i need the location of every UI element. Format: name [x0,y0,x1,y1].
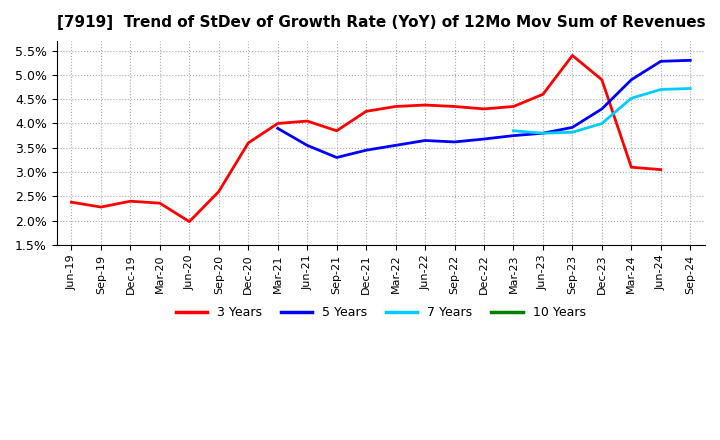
5 Years [568,125,577,130]
3 Years [420,103,429,108]
5 Years [598,106,606,112]
3 Years [96,205,105,210]
5 Years [686,58,695,63]
5 Years [420,138,429,143]
5 Years [333,155,341,160]
Line: 3 Years: 3 Years [71,55,661,222]
5 Years [303,143,312,148]
Legend: 3 Years, 5 Years, 7 Years, 10 Years: 3 Years, 5 Years, 7 Years, 10 Years [171,301,590,324]
5 Years [539,131,547,136]
3 Years [539,92,547,97]
3 Years [627,165,636,170]
3 Years [333,128,341,133]
5 Years [391,143,400,148]
3 Years [185,219,194,224]
3 Years [156,201,164,206]
5 Years [657,59,665,64]
3 Years [67,200,76,205]
7 Years [657,87,665,92]
3 Years [509,104,518,109]
3 Years [568,53,577,58]
Title: [7919]  Trend of StDev of Growth Rate (YoY) of 12Mo Mov Sum of Revenues: [7919] Trend of StDev of Growth Rate (Yo… [57,15,705,30]
7 Years [568,130,577,135]
Line: 7 Years: 7 Years [513,88,690,133]
5 Years [274,126,282,131]
3 Years [215,189,223,194]
3 Years [391,104,400,109]
3 Years [126,198,135,204]
3 Years [480,106,488,112]
3 Years [274,121,282,126]
Line: 5 Years: 5 Years [278,60,690,158]
3 Years [362,109,371,114]
5 Years [480,136,488,142]
7 Years [686,86,695,91]
5 Years [627,77,636,82]
5 Years [362,147,371,153]
5 Years [450,139,459,145]
7 Years [627,95,636,101]
5 Years [509,133,518,138]
7 Years [539,131,547,136]
3 Years [244,140,253,146]
3 Years [303,118,312,124]
7 Years [509,128,518,133]
7 Years [598,121,606,126]
3 Years [598,77,606,82]
3 Years [657,167,665,172]
3 Years [450,104,459,109]
